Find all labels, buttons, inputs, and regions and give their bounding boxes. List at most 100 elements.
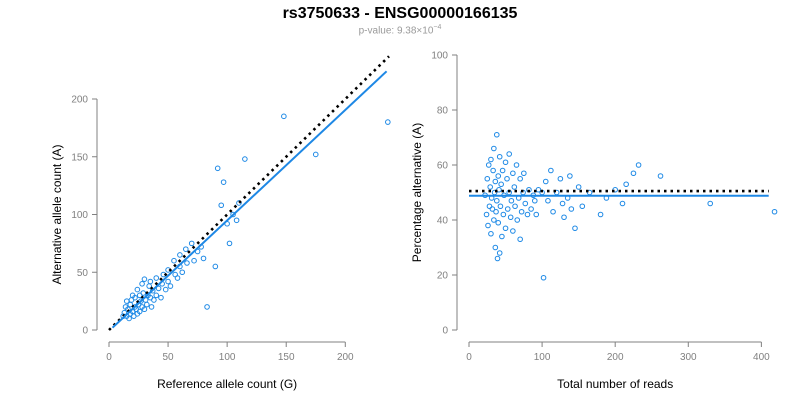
data-point: [487, 184, 493, 190]
data-point: [521, 170, 527, 177]
x-tick-label: 100: [219, 352, 236, 363]
data-point: [491, 145, 497, 152]
data-point: [513, 162, 520, 168]
data-point: [493, 208, 499, 215]
data-point: [499, 167, 506, 174]
data-point: [158, 294, 164, 301]
x-tick-label: 100: [534, 352, 551, 363]
data-point: [141, 306, 148, 313]
data-point: [635, 162, 642, 168]
data-point: [535, 186, 542, 193]
data-point: [495, 219, 502, 226]
data-point: [488, 230, 494, 237]
data-point: [496, 250, 503, 256]
data-point: [490, 167, 496, 174]
data-point: [179, 269, 186, 276]
data-point: [493, 131, 500, 138]
data-point: [493, 197, 500, 204]
data-point: [707, 200, 714, 207]
data-point: [162, 286, 169, 293]
data-point: [504, 206, 511, 212]
x-tick-label: 50: [163, 352, 175, 363]
data-point: [531, 197, 538, 204]
data-point: [214, 165, 221, 172]
data-point: [144, 301, 150, 308]
data-point: [230, 211, 236, 218]
data-point: [517, 236, 523, 243]
data-point: [508, 197, 515, 204]
data-point: [579, 203, 586, 210]
expected-line: [108, 55, 390, 331]
data-point: [548, 167, 554, 174]
data-point: [511, 184, 518, 190]
data-point: [518, 208, 525, 215]
data-point: [542, 178, 549, 185]
data-point: [492, 178, 499, 185]
y-tick-label: 200: [71, 95, 88, 106]
x-tick-label: 200: [607, 352, 624, 363]
data-point: [485, 222, 491, 229]
x-tick-label: 150: [278, 352, 295, 363]
data-point: [155, 285, 162, 292]
data-point: [226, 240, 233, 247]
data-point: [242, 156, 248, 162]
data-point: [200, 255, 207, 262]
data-point: [184, 260, 190, 266]
data-point: [498, 181, 504, 188]
data-point: [218, 202, 225, 209]
data-point: [630, 170, 637, 177]
x-axis-label: Reference allele count (G): [157, 377, 297, 391]
y-axis-label: Percentage alternative (A): [410, 123, 424, 262]
x-tick-label: 400: [753, 352, 770, 363]
data-point: [499, 233, 505, 240]
x-tick-label: 200: [337, 352, 354, 363]
data-point: [220, 179, 227, 185]
chart-title: rs3750633 - ENSG00000166135: [282, 5, 518, 22]
data-point: [550, 208, 556, 215]
data-point: [557, 175, 564, 182]
data-point: [504, 175, 510, 182]
data-point: [134, 286, 141, 293]
data-point: [510, 228, 516, 234]
y-axis-label: Alternative allele count (A): [50, 144, 64, 284]
y-tick-label: 40: [437, 216, 449, 227]
data-point: [177, 252, 183, 258]
data-point: [141, 276, 148, 282]
data-point: [491, 217, 497, 223]
data-point: [575, 184, 582, 190]
data-point: [312, 151, 319, 158]
panel-2: 0 100 200 300 400 Total number of reads 0 20 40 6…: [410, 51, 778, 391]
data-point: [494, 255, 501, 262]
data-point: [771, 208, 778, 215]
data-point: [512, 203, 518, 210]
data-point: [140, 290, 147, 296]
data-point: [612, 186, 618, 193]
y-tick-label: 60: [437, 161, 449, 172]
data-point: [385, 119, 391, 125]
data-point: [281, 113, 287, 120]
data-point: [151, 297, 157, 303]
data-point: [567, 173, 573, 179]
data-point: [502, 225, 509, 232]
p-value-exponent: −4: [433, 24, 442, 31]
y-tick-label: 20: [437, 271, 449, 282]
data-point: [506, 151, 513, 157]
data-point: [657, 173, 664, 179]
data-point: [167, 283, 174, 289]
data-point: [597, 211, 604, 218]
data-point: [572, 225, 578, 232]
data-point: [139, 281, 145, 287]
y-tick-label: 80: [437, 106, 449, 117]
data-point: [496, 186, 502, 193]
data-point: [188, 240, 195, 247]
x-tick-label: 0: [106, 352, 112, 363]
data-point: [489, 206, 496, 212]
x-tick-label: 300: [680, 352, 697, 363]
y-tick-label: 50: [77, 268, 89, 279]
data-point: [132, 294, 138, 301]
data-point: [496, 153, 503, 160]
data-point: [171, 257, 177, 264]
data-point: [153, 275, 160, 281]
data-point: [236, 200, 242, 206]
